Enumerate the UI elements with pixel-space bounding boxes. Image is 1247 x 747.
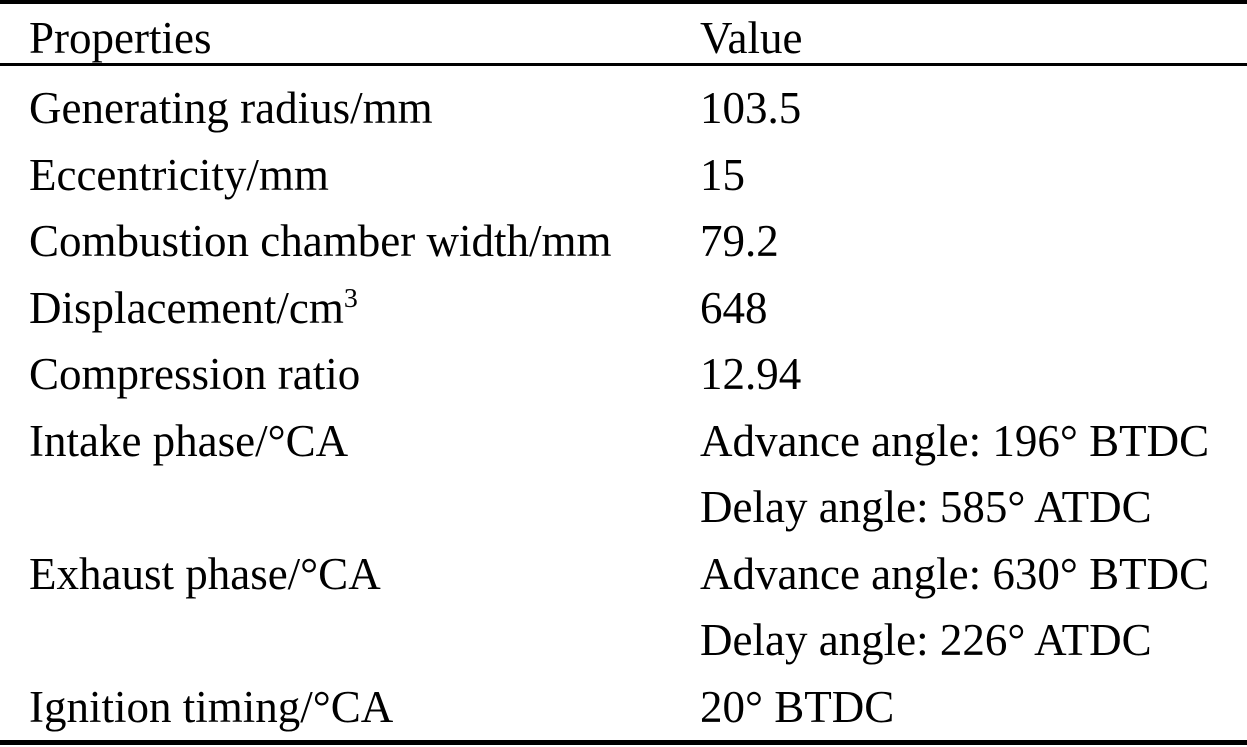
- property-cell: Displacement/cm3: [29, 275, 700, 342]
- table-top-rule: [0, 0, 1247, 4]
- property-label: Intake phase/°CA: [29, 415, 349, 466]
- property-cell: Eccentricity/mm: [29, 142, 700, 209]
- value-line: Advance angle: 630° BTDC: [700, 548, 1210, 599]
- property-label: Displacement/cm: [29, 282, 344, 333]
- property-label: Combustion chamber width/mm: [29, 216, 612, 266]
- table-row: Compression ratio 12.94: [0, 341, 1247, 408]
- column-header-value: Value: [700, 13, 803, 63]
- property-label: Compression ratio: [29, 349, 361, 399]
- table-row: Exhaust phase/°CA Advance angle: 630° BT…: [0, 541, 1247, 674]
- value-cell: 79.2: [700, 208, 1247, 275]
- value-cell: 20° BTDC: [700, 674, 1247, 741]
- table-bottom-rule: [0, 740, 1247, 745]
- value-line: 103.5: [700, 83, 802, 133]
- superscript-3: 3: [343, 283, 358, 315]
- value-line: 15: [700, 149, 745, 200]
- value-cell: Advance angle: 630° BTDC Delay angle: 22…: [700, 541, 1247, 674]
- value-line: Advance angle: 196° BTDC: [700, 415, 1210, 466]
- property-cell: Generating radius/mm: [29, 75, 700, 142]
- table-body: Generating radius/mm 103.5 Eccentricity/…: [0, 66, 1247, 740]
- property-label: Generating radius/mm: [29, 83, 433, 133]
- property-cell: Exhaust phase/°CA: [29, 541, 700, 608]
- table-row: Eccentricity/mm 15: [0, 142, 1247, 209]
- table-header-rule: [0, 63, 1247, 66]
- property-label: Ignition timing/°CA: [29, 681, 394, 732]
- property-label: Exhaust phase/°CA: [29, 548, 381, 599]
- property-cell: Intake phase/°CA: [29, 408, 700, 475]
- property-cell: Ignition timing/°CA: [29, 674, 700, 741]
- value-line: 12.94: [700, 349, 802, 399]
- value-cell: 648: [700, 275, 1247, 342]
- value-cell: 103.5: [700, 75, 1247, 142]
- value-cell: 12.94: [700, 341, 1247, 408]
- table-row: Generating radius/mm 103.5: [0, 75, 1247, 142]
- value-line: 20° BTDC: [700, 681, 895, 732]
- table-header-row: Properties Value: [0, 4, 1247, 63]
- value-line: Delay angle: 226° ATDC: [700, 615, 1152, 665]
- property-cell: Combustion chamber width/mm: [29, 208, 700, 275]
- value-line: Delay angle: 585° ATDC: [700, 482, 1152, 532]
- column-header-properties: Properties: [29, 13, 212, 63]
- value-cell: Advance angle: 196° BTDC Delay angle: 58…: [700, 408, 1247, 541]
- value-line: 79.2: [700, 216, 779, 266]
- property-label: Eccentricity/mm: [29, 149, 329, 200]
- table-row: Combustion chamber width/mm 79.2: [0, 208, 1247, 275]
- table-row: Ignition timing/°CA 20° BTDC: [0, 674, 1247, 741]
- property-cell: Compression ratio: [29, 341, 700, 408]
- table-row: Intake phase/°CA Advance angle: 196° BTD…: [0, 408, 1247, 541]
- value-cell: 15: [700, 142, 1247, 209]
- value-line: 648: [700, 282, 768, 333]
- table-row: Displacement/cm3 648: [0, 275, 1247, 342]
